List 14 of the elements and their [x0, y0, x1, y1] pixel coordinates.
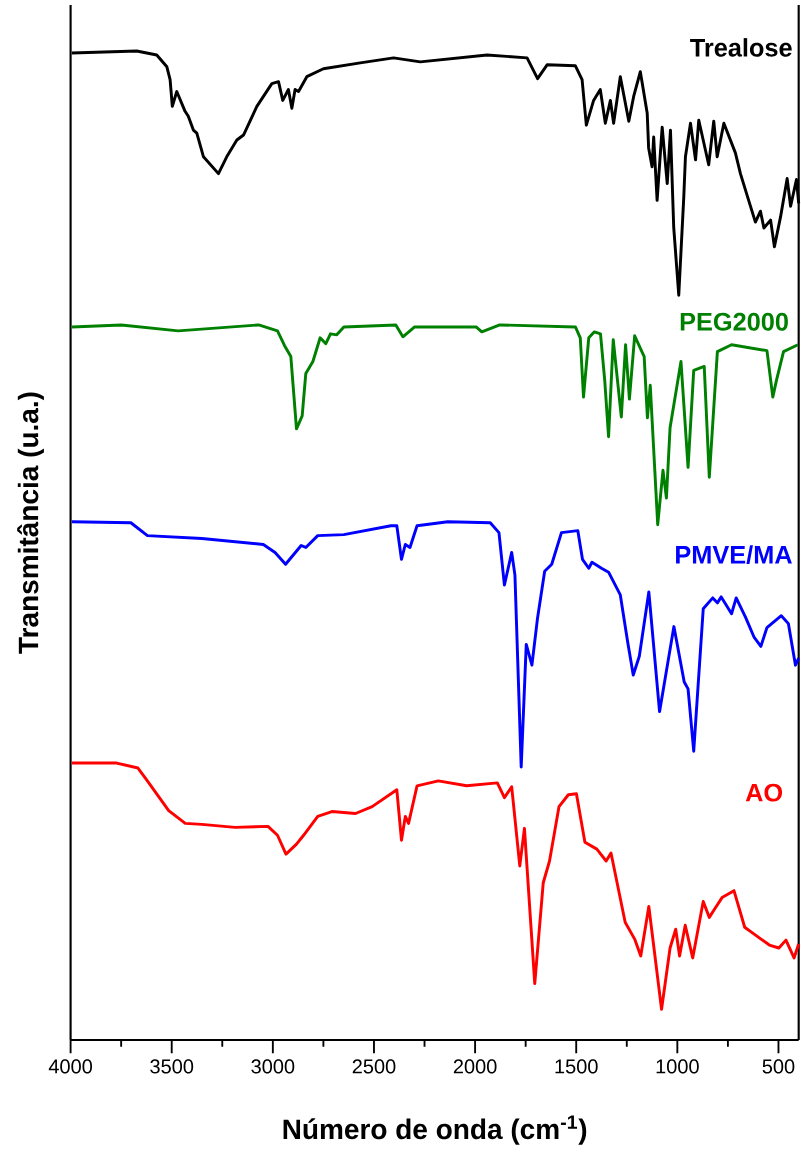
y-axis-title: Transmitância (u.a.)	[17, 392, 44, 654]
x-tick-label: 1000	[656, 1059, 699, 1074]
x-tick-label: 1500	[555, 1059, 598, 1074]
x-tick-label: 3000	[251, 1059, 295, 1074]
text: AO	[745, 783, 783, 802]
x-tick-label: 500	[762, 1059, 795, 1074]
text: Trealose	[690, 38, 792, 57]
x-tick-label: 2000	[453, 1059, 497, 1074]
x-tick-label: 4000	[48, 1059, 93, 1074]
x-tick-label: 2500	[352, 1059, 396, 1074]
x-tick-label: 3500	[150, 1059, 194, 1074]
series-label: PEG2000	[680, 312, 788, 331]
series-label: PMVE/MA	[676, 545, 792, 565]
x-axis-title: Número de onda (cm$^{-1}$)	[283, 1115, 587, 1145]
